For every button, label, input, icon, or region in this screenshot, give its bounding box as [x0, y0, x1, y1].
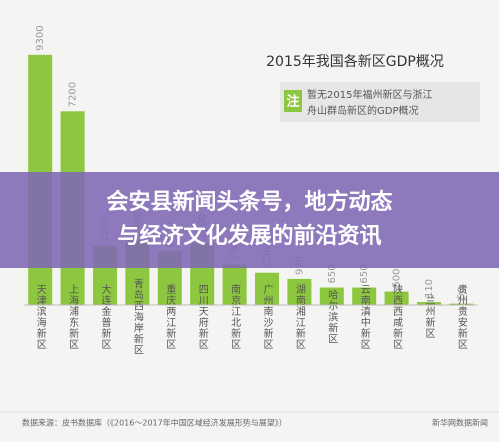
value-label: 50	[456, 287, 467, 300]
bar	[222, 264, 247, 305]
x-tick-label: 南京江北新区	[229, 283, 241, 350]
x-tick-label: 青岛西海岸新区	[131, 277, 143, 355]
x-tick-label: 湖南湘江新区	[293, 284, 305, 350]
x-tick-label: 贵州贵安新区	[455, 283, 467, 350]
bar	[255, 272, 279, 305]
x-tick-label: 上海浦东新区	[67, 284, 79, 350]
x-tick-label: 广州南沙新区	[261, 284, 273, 350]
bar	[384, 291, 409, 305]
x-tick-label: 陕西西咸新区	[391, 283, 403, 350]
x-tick-label: 四川天府新区	[196, 284, 208, 350]
chart-title: 2015年我国各新区GDP概况	[266, 54, 444, 70]
value-label: 650	[327, 264, 338, 283]
x-tick-label: 大连金普新区	[99, 283, 111, 350]
value-label: 110	[424, 279, 435, 298]
note-mark: 注	[286, 94, 299, 110]
x-tick-label: 重庆两江新区	[164, 283, 176, 350]
x-tick-label: 云南滇中新区	[358, 284, 370, 350]
value-label: 7200	[68, 82, 79, 107]
value-label: 9300	[35, 25, 46, 50]
x-tick-label: 天津滨海新区	[34, 284, 46, 350]
value-label: 500	[392, 268, 403, 287]
bar	[287, 278, 312, 305]
value-label: 650	[359, 264, 370, 283]
source: 数据来源：皮书数据库（《2016～2017年中国区域经济发展形势与展望》）	[22, 418, 287, 428]
bar	[449, 303, 474, 305]
note-text: 暂无2015年福州新区与浙江	[307, 88, 432, 101]
bar	[352, 287, 377, 305]
banner-line: 会安县新闻头条号，地方动态	[106, 190, 393, 215]
banner-line: 与经济文化发展的前沿资讯	[117, 224, 382, 249]
banner: 会安县新闻头条号，地方动态 与经济文化发展的前沿资讯	[0, 172, 499, 268]
note-text: 舟山群岛新区的GDP概况	[307, 104, 418, 117]
bar	[417, 302, 441, 305]
note-icon	[284, 90, 302, 112]
x-tick-label: 兰州新区	[423, 294, 435, 339]
x-tick-label: 哈尔滨新区	[326, 288, 338, 344]
credit: 新华网数据新闻	[432, 418, 488, 428]
bar	[319, 287, 344, 305]
note-box	[280, 82, 480, 122]
